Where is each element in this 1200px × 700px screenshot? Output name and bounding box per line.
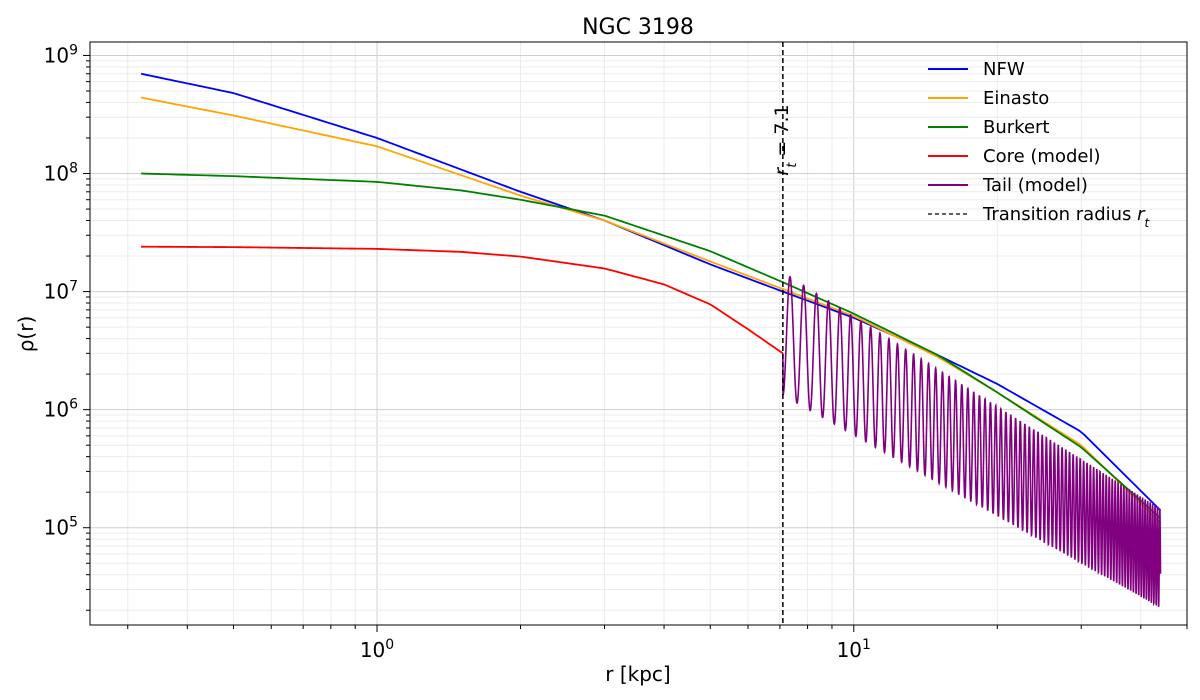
plot-frame <box>89 41 1188 626</box>
x-tick-label: 101 <box>837 637 871 662</box>
legend-label: NFW <box>983 59 1025 80</box>
series-nfw-line <box>140 72 1162 512</box>
y-axis-label: ρ(r) <box>14 316 38 353</box>
x-tick-label: 100 <box>360 637 394 662</box>
transition-annotation: rt = 7.1 <box>771 104 800 175</box>
legend-label: Tail (model) <box>982 175 1088 196</box>
axis-ticks: 100 101 105 106 107 108 109 <box>44 42 1188 662</box>
legend-label: Core (model) <box>983 146 1100 167</box>
legend-label: Transition radius rt <box>982 204 1151 230</box>
legend-label: Einasto <box>983 88 1049 109</box>
series-layer <box>140 42 1162 625</box>
annotation-symbol: r <box>771 167 793 176</box>
y-tick-label: 109 <box>44 42 78 67</box>
legend-label: Burkert <box>983 117 1049 138</box>
annotation-subscript: t <box>785 162 800 168</box>
legend: NFW Einasto Burkert Core (model) Tail (model… <box>928 59 1151 230</box>
y-tick-label: 105 <box>44 515 78 540</box>
y-tick-label: 107 <box>44 279 78 304</box>
annotation-value: = 7.1 <box>771 104 793 162</box>
series-burkert-line <box>141 172 1162 520</box>
series-core-model-line <box>141 245 784 355</box>
x-axis-label: r [kpc] <box>605 662 670 686</box>
y-tick-label: 108 <box>44 161 78 186</box>
chart-title: NGC 3198 <box>582 15 694 40</box>
y-tick-label: 106 <box>44 397 78 422</box>
series-tail-model-line <box>782 275 1162 607</box>
